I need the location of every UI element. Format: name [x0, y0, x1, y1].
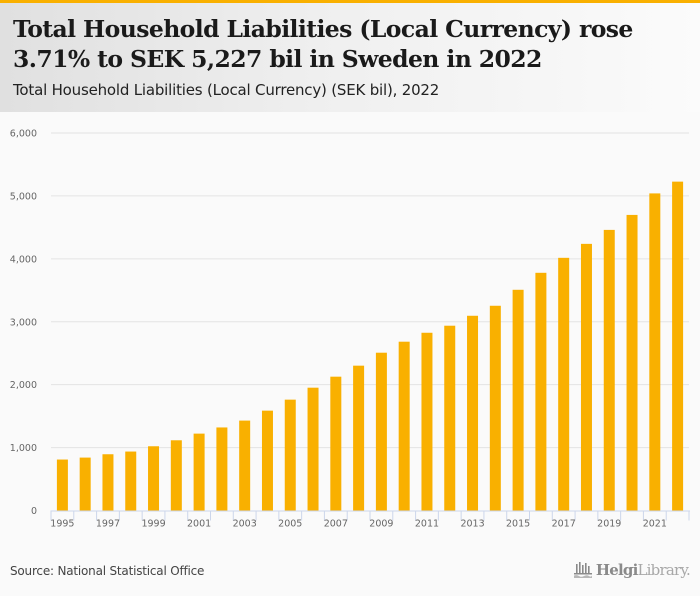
bar [467, 315, 479, 511]
x-tick-label: 2015 [506, 519, 530, 530]
x-tick-label: 2001 [187, 519, 211, 530]
bar [102, 454, 114, 511]
bar [216, 427, 228, 511]
x-axis: 1995 1997 1999 2001 2003 2005 2007 2009 2011 2013… [50, 510, 690, 530]
accent-top-bar [0, 0, 700, 3]
logo-secondary: Library. [637, 561, 691, 579]
bars [56, 181, 684, 511]
bar [375, 352, 387, 511]
bar [79, 457, 91, 511]
x-tick-label: 2013 [460, 519, 484, 530]
x-tick-label: 1997 [96, 519, 120, 530]
bar [353, 365, 365, 511]
x-tick-label: 2011 [415, 519, 439, 530]
x-tick-label: 2007 [324, 519, 348, 530]
x-tick-label: 1995 [50, 519, 74, 530]
bar [261, 410, 273, 511]
bar [603, 229, 615, 511]
helgi-library-logo[interactable]: HelgiLibrary. [573, 561, 691, 579]
y-tick-label: 0 [31, 506, 37, 517]
bar [512, 289, 524, 511]
x-tick-label: 2003 [233, 519, 257, 530]
chart-subtitle: Total Household Liabilities (Local Curre… [13, 81, 440, 99]
x-tick-label: 2017 [552, 519, 576, 530]
bar [193, 433, 205, 511]
y-tick-label: 6,000 [10, 129, 37, 140]
bar [284, 399, 296, 511]
chart-title: Total Household Liabilities (Local Curre… [13, 15, 633, 73]
bar [330, 376, 342, 511]
bar [421, 332, 433, 511]
bar [558, 257, 570, 511]
bar [398, 341, 410, 511]
bar [125, 451, 137, 511]
chart-header: Total Household Liabilities (Local Curre… [0, 3, 700, 112]
x-tick-label: 2019 [597, 519, 621, 530]
bar [580, 243, 592, 511]
source-note: Source: National Statistical Office [10, 564, 205, 578]
logo-text: HelgiLibrary. [595, 561, 691, 579]
y-tick-label: 2,000 [10, 380, 37, 391]
logo-primary: Helgi [595, 561, 638, 579]
bar [307, 387, 319, 511]
bar [626, 214, 638, 511]
bar [672, 181, 684, 511]
x-tick-label: 2021 [643, 519, 667, 530]
y-axis-labels: 0 1,000 2,000 3,000 4,000 5,000 6,000 [10, 129, 37, 518]
bar [649, 193, 661, 511]
bar [444, 325, 456, 511]
y-tick-label: 3,000 [10, 317, 37, 328]
library-building-icon [573, 562, 592, 578]
y-tick-label: 5,000 [10, 191, 37, 202]
x-tick-label: 1999 [141, 519, 165, 530]
bar [56, 459, 68, 511]
x-tick-label: 2009 [369, 519, 393, 530]
bar [170, 440, 182, 511]
gridlines [51, 132, 689, 449]
bar [489, 305, 501, 511]
bar [535, 272, 547, 511]
bar [148, 446, 160, 511]
y-tick-label: 1,000 [10, 443, 37, 454]
bar [239, 420, 251, 511]
bar-chart: 0 1,000 2,000 3,000 4,000 5,000 6,000 1995 1997… [10, 129, 690, 530]
x-tick-label: 2005 [278, 519, 302, 530]
y-tick-label: 4,000 [10, 254, 37, 265]
